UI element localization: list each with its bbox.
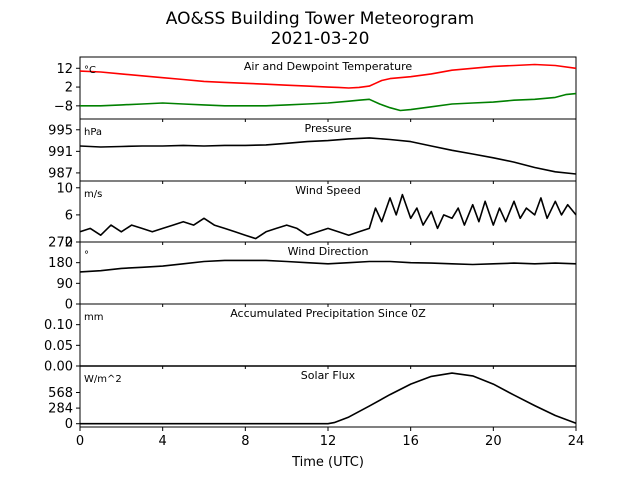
series-line-temperature-1 [80, 92, 577, 112]
x-tick-label: 0 [76, 434, 84, 449]
panel-pressure: 995 991 987 Pressure hPa [48, 118, 577, 184]
x-axis: 0 4 8 12 16 20 24 [76, 427, 584, 449]
y-tick-label: 6 [65, 208, 73, 223]
y-tick-label: −8 [54, 99, 73, 114]
y-tick-label: 995 [48, 123, 73, 138]
y-tick-label: 2 [65, 236, 73, 251]
x-tick-label: 8 [241, 434, 249, 449]
panel-title: Solar Flux [301, 369, 356, 382]
unit-label: mm [84, 312, 103, 323]
x-axis-label: Time (UTC) [291, 455, 364, 470]
y-tick-label: 0 [65, 417, 73, 432]
panel-title: Wind Direction [288, 245, 369, 258]
x-tick-label: 20 [485, 434, 502, 449]
series-line-pressure-0 [79, 137, 577, 175]
panel-wind_direction: 270 180 90 0 Wind Direction ° [48, 236, 577, 313]
panel-series-group [80, 372, 577, 425]
y-tick-label: 0.05 [44, 339, 73, 354]
series-line-wind_direction-0 [79, 259, 577, 273]
y-tick-label: 2 [65, 81, 73, 96]
y-tick-label: 0.10 [44, 318, 73, 333]
panel-series-group [79, 193, 577, 240]
unit-label: °C [84, 65, 96, 76]
series-line-temperature-0 [79, 63, 577, 89]
y-tick-label: 180 [48, 256, 73, 271]
panel-precipitation: 0.10 0.05 0.00 Accumulated Precipitation Si… [44, 303, 577, 375]
y-tick-label: 0 [65, 298, 73, 313]
y-tick-label: 991 [48, 145, 73, 160]
unit-label: hPa [84, 127, 102, 138]
x-tick-label: 24 [568, 434, 585, 449]
x-tick-label: 4 [159, 434, 167, 449]
panel-series-group [79, 63, 577, 112]
panel-title: Pressure [305, 122, 352, 135]
panel-temperature: 12 2 −8 Air and Dewpoint Temperature °C [54, 56, 577, 122]
y-tick-label: 10 [56, 181, 73, 196]
figure-title: AO&SS Building Tower Meteorogram [166, 9, 474, 29]
series-line-wind_speed-0 [79, 193, 577, 240]
y-tick-label: 12 [56, 62, 73, 77]
unit-label: m/s [84, 189, 102, 200]
unit-label: W/m^2 [84, 374, 122, 385]
panel-title: Accumulated Precipitation Since 0Z [230, 307, 426, 320]
y-tick-label: 284 [48, 402, 73, 417]
unit-label: ° [84, 250, 89, 261]
y-tick-label: 987 [48, 166, 73, 181]
panel-title: Wind Speed [295, 184, 361, 197]
figure-subtitle: 2021-03-20 [271, 29, 370, 49]
y-tick-label: 568 [48, 386, 73, 401]
x-tick-label: 16 [402, 434, 419, 449]
panel-series-group [79, 137, 577, 175]
y-tick-label: 0.00 [44, 360, 73, 375]
panel-series-group [79, 259, 577, 273]
panel-title: Air and Dewpoint Temperature [244, 60, 412, 73]
y-tick-label: 90 [56, 277, 73, 292]
panel-wind_speed: 10 6 2 Wind Speed m/s [56, 180, 577, 251]
series-line-solar_flux-0 [80, 372, 577, 425]
x-tick-label: 12 [320, 434, 337, 449]
y-tick-label: 270 [48, 236, 73, 251]
